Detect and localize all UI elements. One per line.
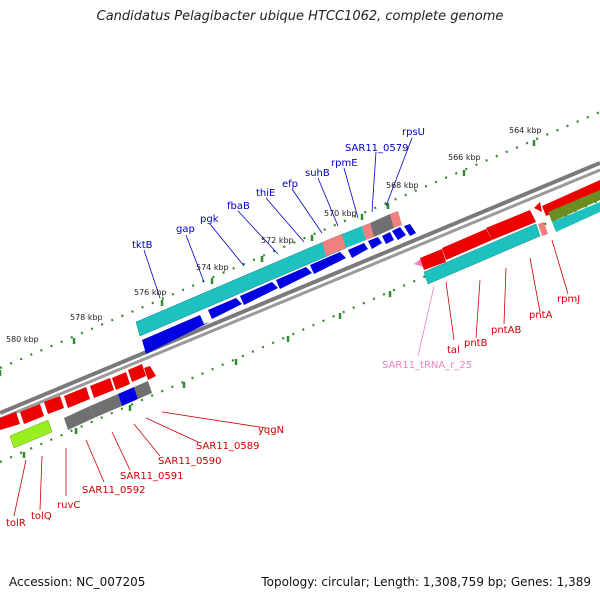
label-pntB[interactable]: pntB bbox=[464, 338, 488, 349]
label-ruvC[interactable]: ruvC bbox=[57, 500, 80, 511]
tick-label-564: 564 kbp bbox=[509, 126, 542, 135]
label-pntA[interactable]: pntA bbox=[529, 310, 553, 321]
cds-ruvC[interactable] bbox=[44, 396, 64, 414]
operon-right[interactable] bbox=[423, 223, 541, 285]
left-hypothetical-track bbox=[9, 381, 152, 449]
map-title: Candidatus Pelagibacter ubique HTCC1062,… bbox=[96, 9, 504, 24]
rrna-right[interactable] bbox=[538, 222, 548, 236]
forward-leaders bbox=[143, 137, 413, 299]
cds-pntA-marker[interactable] bbox=[534, 202, 542, 212]
cds-pntB[interactable] bbox=[442, 229, 492, 260]
lime-feature[interactable] bbox=[9, 419, 53, 449]
label-yqgN[interactable]: yqgN bbox=[258, 425, 284, 436]
tick-label-572: 572 kbp bbox=[261, 236, 294, 245]
forward-cds-track bbox=[142, 224, 416, 354]
cds-suhB[interactable] bbox=[368, 237, 382, 249]
label-efp[interactable]: efp bbox=[282, 179, 298, 190]
cds-pntAB[interactable] bbox=[486, 210, 536, 240]
label-gap[interactable]: gap bbox=[176, 224, 195, 235]
cds-tal[interactable] bbox=[420, 249, 446, 270]
label-tal[interactable]: tal bbox=[447, 345, 460, 356]
cds-fbaB[interactable] bbox=[276, 267, 312, 289]
left-reverse-leaders bbox=[13, 411, 267, 517]
label-suhB[interactable]: suhB bbox=[305, 168, 330, 179]
label-SAR11_0591[interactable]: SAR11_0591 bbox=[120, 471, 184, 482]
cds-SAR11_0592[interactable] bbox=[64, 387, 90, 408]
hypothetical-box-1[interactable] bbox=[362, 223, 374, 240]
cds-SAR11_0589[interactable] bbox=[128, 364, 146, 382]
left-reverse-track bbox=[0, 364, 156, 430]
hypothetical-box-3[interactable] bbox=[390, 211, 402, 228]
accession-text: Accession: NC_007205 bbox=[9, 575, 146, 589]
cds-rpsU[interactable] bbox=[404, 224, 416, 236]
cds-left-blue[interactable] bbox=[118, 387, 138, 406]
cds-yqgN[interactable] bbox=[144, 366, 156, 380]
operon-band[interactable] bbox=[135, 233, 347, 337]
label-rpmJ[interactable]: rpmJ bbox=[557, 294, 580, 305]
tick-label-570: 570 kbp bbox=[324, 209, 357, 218]
label-rpmE[interactable]: rpmE bbox=[331, 158, 358, 169]
forward-operon-track bbox=[135, 211, 402, 337]
forward-labels: tktB gap pgk fbaB thiE efp suhB rpmE SAR… bbox=[132, 127, 425, 251]
label-SAR11_tRNA_r_25[interactable]: SAR11_tRNA_r_25 bbox=[382, 360, 472, 371]
cds-thiE[interactable] bbox=[310, 252, 346, 274]
cds-efp[interactable] bbox=[348, 243, 368, 258]
cds-pgk[interactable] bbox=[240, 282, 278, 305]
rna-leader bbox=[417, 285, 435, 357]
label-rpsU[interactable]: rpsU bbox=[402, 127, 425, 138]
backbone-inner bbox=[0, 168, 600, 421]
outer-major-ticks bbox=[0, 140, 536, 376]
tick-label-568: 568 kbp bbox=[386, 181, 419, 190]
label-thiE[interactable]: thiE bbox=[256, 188, 275, 199]
right-reverse-labels: tal pntB pntAB pntA rpmJ bbox=[447, 294, 580, 356]
cds-SAR11_0579[interactable] bbox=[392, 227, 406, 240]
tick-label-578: 578 kbp bbox=[70, 313, 103, 322]
cds-tolR[interactable] bbox=[0, 412, 20, 430]
cds-rpmJ[interactable] bbox=[542, 180, 600, 216]
operon-band-2[interactable] bbox=[342, 226, 366, 248]
label-tolR[interactable]: tolR bbox=[6, 518, 26, 529]
backbone-outer bbox=[0, 161, 600, 415]
hyp-left-3[interactable] bbox=[134, 381, 152, 399]
tick-labels: 564 kbp 566 kbp 568 kbp 570 kbp 572 kbp … bbox=[6, 126, 542, 344]
cds-rpmE[interactable] bbox=[382, 232, 394, 244]
label-fbaB[interactable]: fbaB bbox=[227, 201, 250, 212]
hyp-left-2[interactable] bbox=[90, 394, 122, 418]
cds-SAR11_0591[interactable] bbox=[90, 378, 114, 398]
cds-tolQ[interactable] bbox=[20, 404, 44, 424]
tick-label-580: 580 kbp bbox=[6, 335, 39, 344]
cds-SAR11_0590[interactable] bbox=[112, 372, 130, 390]
label-pntAB[interactable]: pntAB bbox=[491, 325, 521, 336]
label-pgk[interactable]: pgk bbox=[200, 214, 219, 225]
genome-stats-text: Topology: circular; Length: 1,308,759 bp… bbox=[261, 575, 591, 589]
label-SAR11_0592[interactable]: SAR11_0592 bbox=[82, 485, 146, 496]
operon-right-2[interactable] bbox=[552, 202, 600, 232]
label-SAR11_0589[interactable]: SAR11_0589 bbox=[196, 441, 260, 452]
hyp-left-1[interactable] bbox=[64, 406, 94, 430]
cds-gap[interactable] bbox=[208, 298, 242, 319]
right-reverse-track bbox=[414, 180, 600, 285]
tick-label-574: 574 kbp bbox=[196, 263, 229, 272]
right-reverse-leaders bbox=[445, 239, 569, 341]
olive-feature[interactable] bbox=[548, 190, 600, 222]
label-SAR11_0579[interactable]: SAR11_0579 bbox=[345, 143, 409, 154]
cds-tktB[interactable] bbox=[142, 315, 210, 354]
hypothetical-box-2[interactable] bbox=[370, 214, 394, 237]
label-tktB[interactable]: tktB bbox=[132, 240, 153, 251]
label-tolQ[interactable]: tolQ bbox=[31, 511, 52, 522]
tick-label-566: 566 kbp bbox=[448, 153, 481, 162]
tick-label-576: 576 kbp bbox=[134, 288, 167, 297]
left-reverse-labels: yqgN SAR11_0589 SAR11_0590 SAR11_0591 SA… bbox=[6, 425, 284, 529]
label-SAR11_0590[interactable]: SAR11_0590 bbox=[158, 456, 222, 467]
rrna-band[interactable] bbox=[322, 234, 346, 256]
